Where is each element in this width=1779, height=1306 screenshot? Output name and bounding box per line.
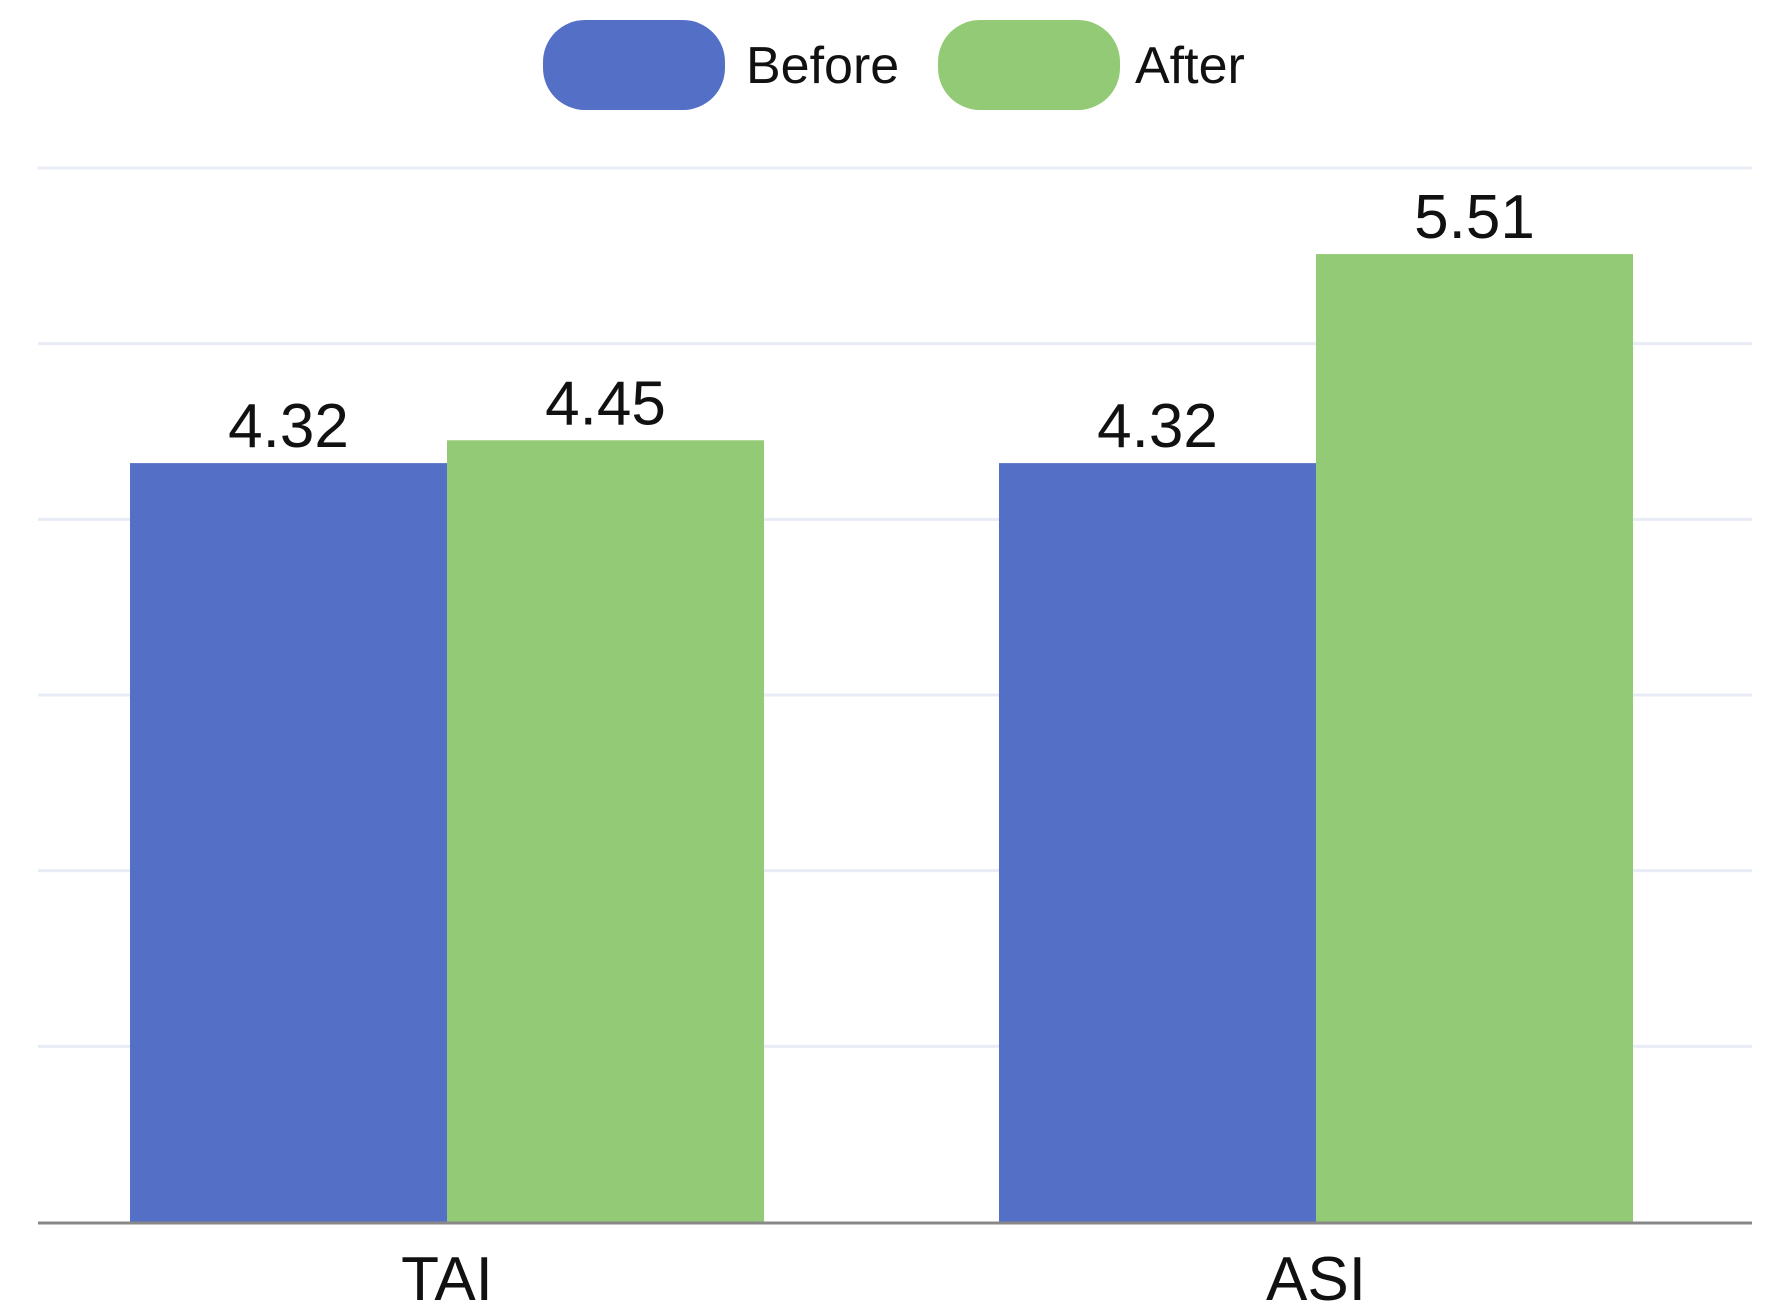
legend-swatch [938, 20, 1120, 110]
bar-before-tai [130, 463, 447, 1222]
category-label-tai: TAI [401, 1245, 493, 1306]
legend-label: Before [746, 37, 899, 95]
bar-before-asi [999, 463, 1316, 1222]
legend-label: After [1135, 37, 1245, 95]
bar-after-tai [447, 440, 764, 1222]
data-label: 4.32 [228, 392, 349, 461]
data-label: 4.45 [545, 369, 666, 438]
value-labels: 4.32 4.45 4.32 5.51 [228, 183, 1535, 461]
x-axis-tick-labels: TAI ASI [401, 1245, 1366, 1306]
data-label: 5.51 [1414, 183, 1535, 252]
legend-item-before[interactable]: Before [543, 20, 899, 110]
category-label-asi: ASI [1266, 1245, 1366, 1306]
legend-swatch [543, 20, 725, 110]
legend-item-after[interactable]: After [938, 20, 1245, 110]
bar-after-asi [1316, 254, 1633, 1222]
legend: Before After [543, 20, 1245, 110]
data-label: 4.32 [1097, 392, 1218, 461]
bars [130, 254, 1633, 1222]
